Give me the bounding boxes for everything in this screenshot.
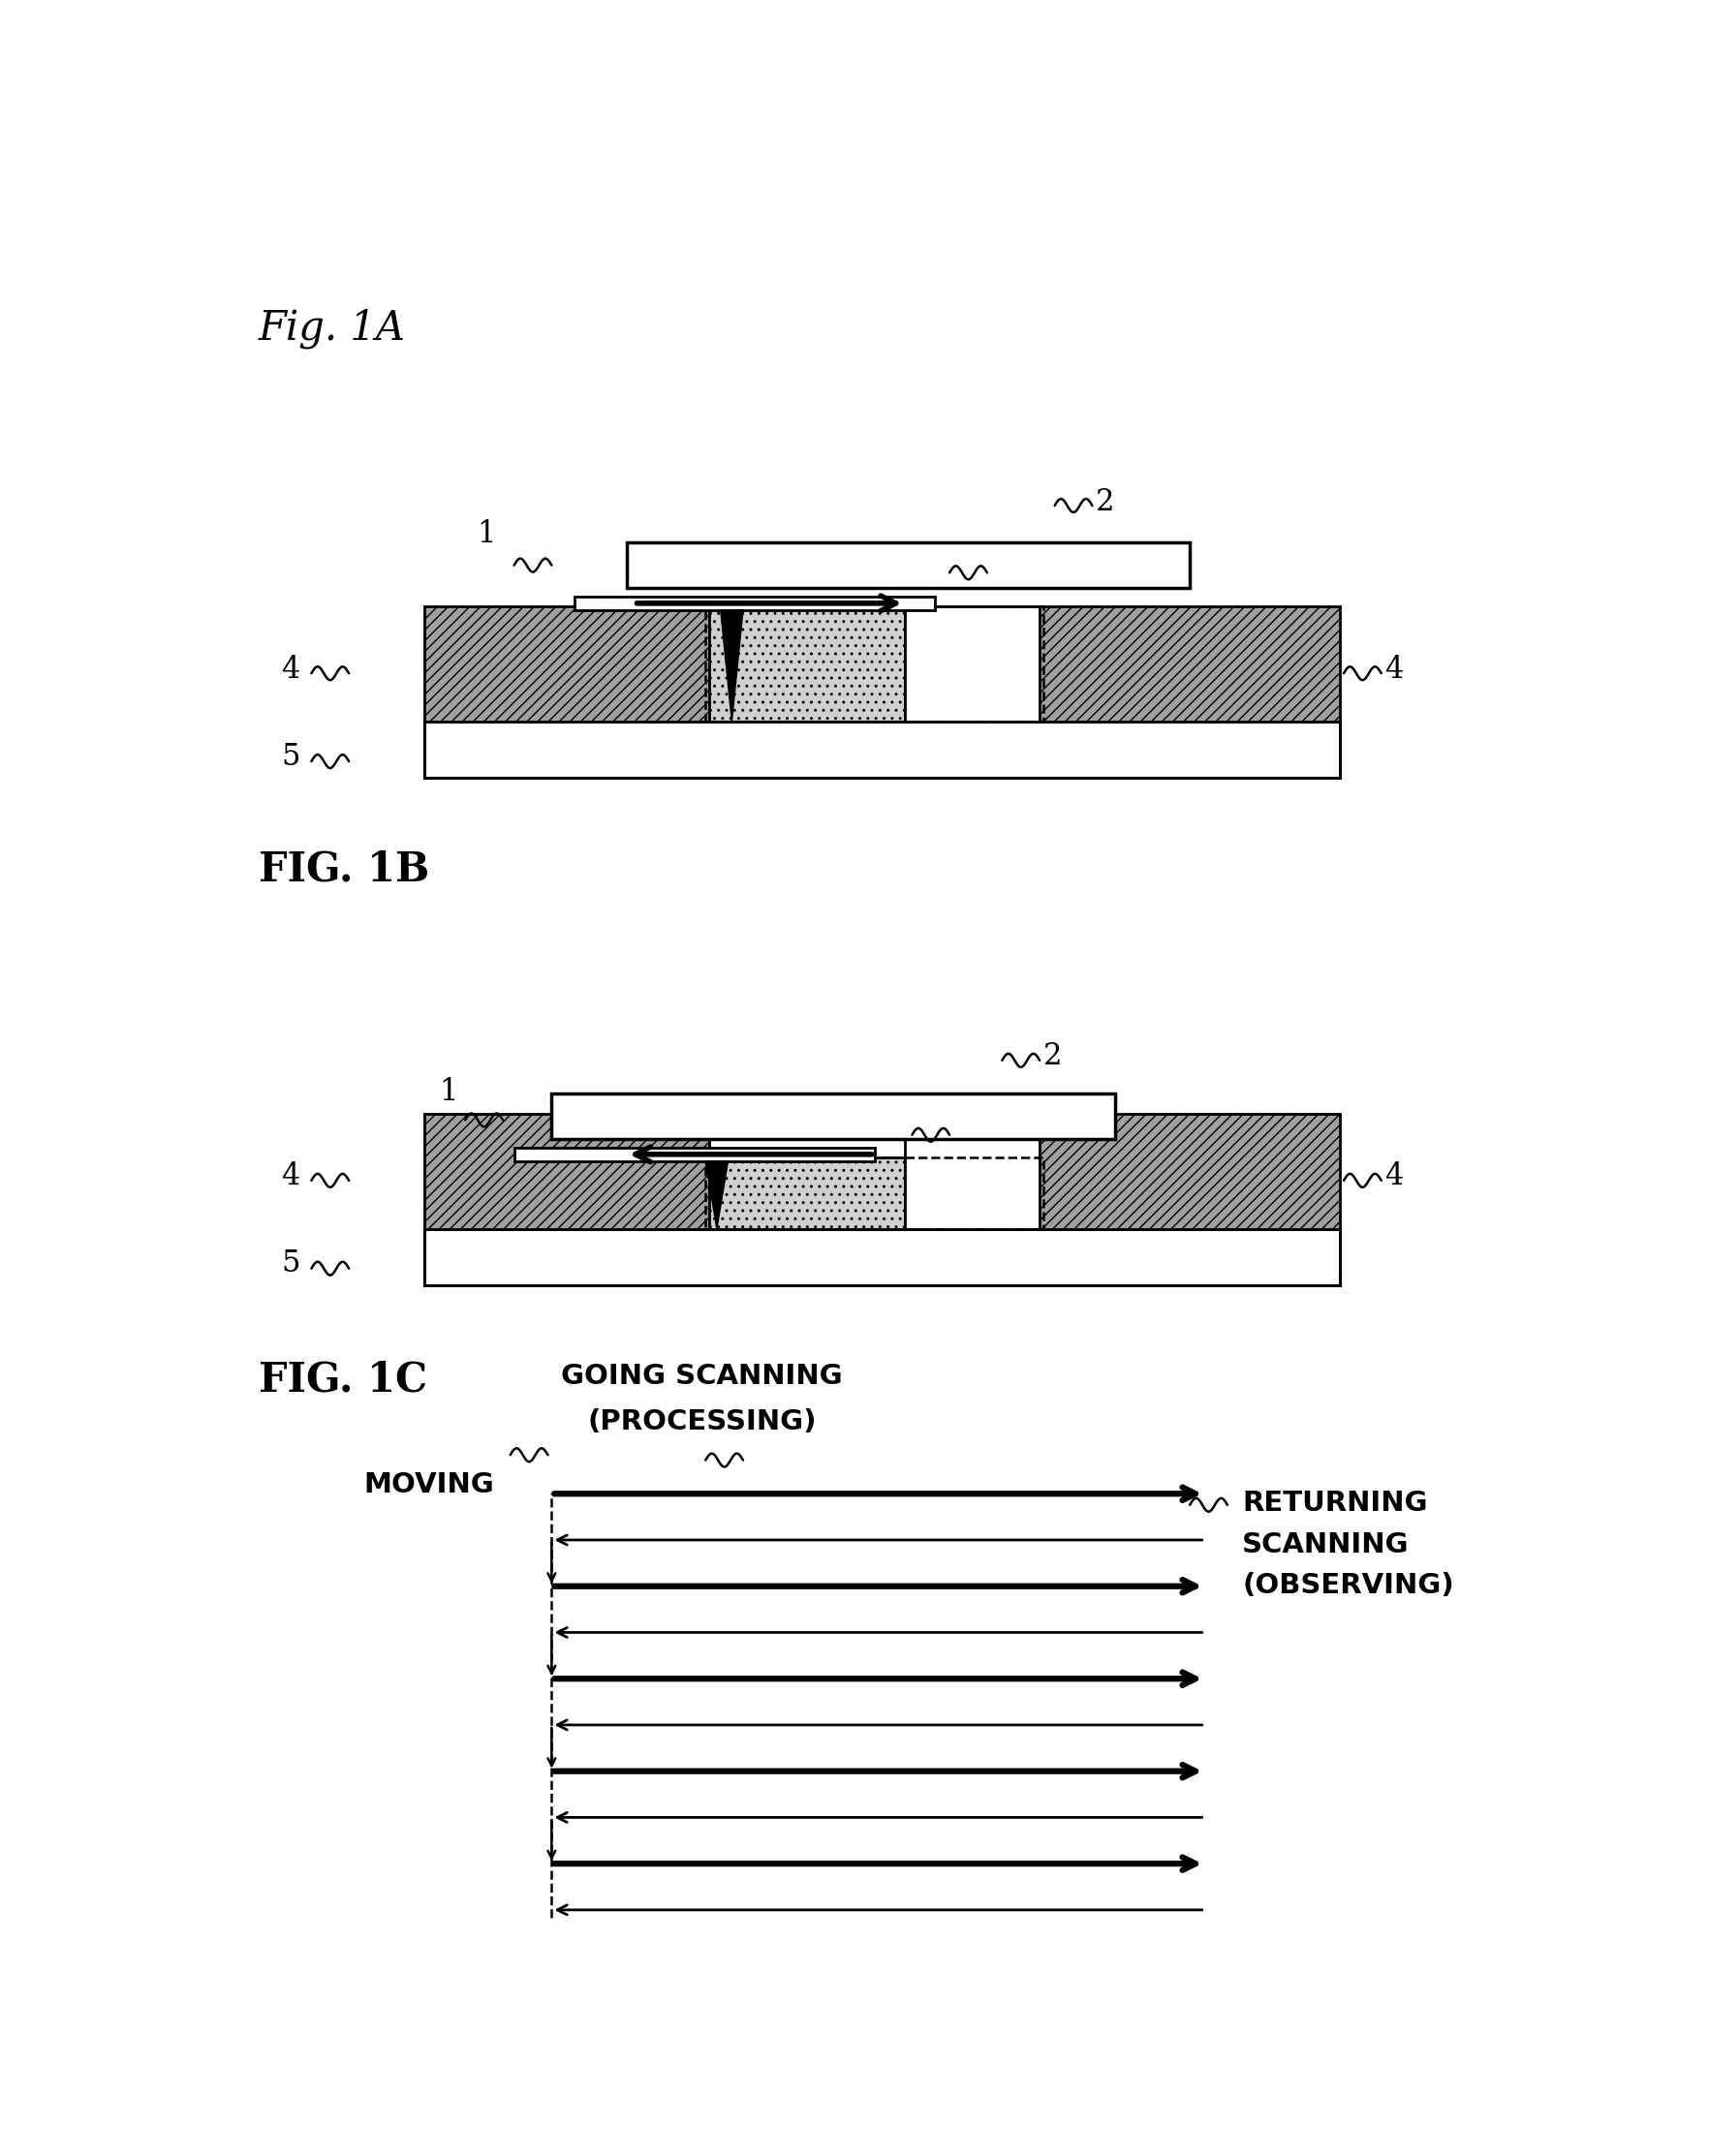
Bar bbox=[709, 606, 904, 722]
Text: (PROCESSING): (PROCESSING) bbox=[586, 1408, 815, 1436]
Text: 5: 5 bbox=[282, 1248, 301, 1279]
Bar bbox=[709, 1158, 904, 1229]
Polygon shape bbox=[706, 1162, 728, 1229]
Text: 4: 4 bbox=[282, 655, 299, 686]
Text: FIG. 1C: FIG. 1C bbox=[258, 1360, 427, 1399]
Bar bbox=[1039, 606, 1340, 722]
Bar bbox=[904, 606, 1039, 722]
Text: RETURNING: RETURNING bbox=[1242, 1490, 1427, 1518]
Text: 4: 4 bbox=[282, 1162, 299, 1192]
Bar bbox=[514, 1147, 873, 1162]
Text: 4: 4 bbox=[1384, 655, 1403, 686]
Bar bbox=[706, 606, 1042, 722]
Text: GOING SCANNING: GOING SCANNING bbox=[561, 1363, 843, 1391]
Bar bbox=[904, 1112, 1039, 1229]
Text: 3: 3 bbox=[954, 1117, 972, 1147]
Text: FIG. 1B: FIG. 1B bbox=[258, 849, 429, 888]
Text: (OBSERVING): (OBSERVING) bbox=[1242, 1572, 1453, 1600]
Bar bbox=[627, 543, 1189, 589]
Bar bbox=[424, 1112, 709, 1229]
Text: 5: 5 bbox=[282, 742, 301, 772]
Text: 3: 3 bbox=[990, 554, 1010, 584]
Bar bbox=[552, 1093, 1114, 1138]
Bar bbox=[1039, 1112, 1340, 1229]
Text: MOVING: MOVING bbox=[364, 1470, 494, 1498]
Text: 1: 1 bbox=[477, 520, 496, 550]
Bar bbox=[706, 1158, 1042, 1229]
Text: Fig. 1A: Fig. 1A bbox=[258, 308, 405, 349]
Text: 1: 1 bbox=[439, 1078, 458, 1108]
Text: 2: 2 bbox=[1042, 1041, 1061, 1072]
Text: SCANNING: SCANNING bbox=[1242, 1531, 1408, 1559]
Polygon shape bbox=[719, 610, 743, 722]
Bar bbox=[574, 597, 935, 610]
Text: 2: 2 bbox=[1095, 487, 1114, 517]
Bar bbox=[424, 1229, 1340, 1285]
Bar bbox=[424, 606, 709, 722]
Text: 4: 4 bbox=[1384, 1162, 1403, 1192]
Bar bbox=[424, 722, 1340, 778]
